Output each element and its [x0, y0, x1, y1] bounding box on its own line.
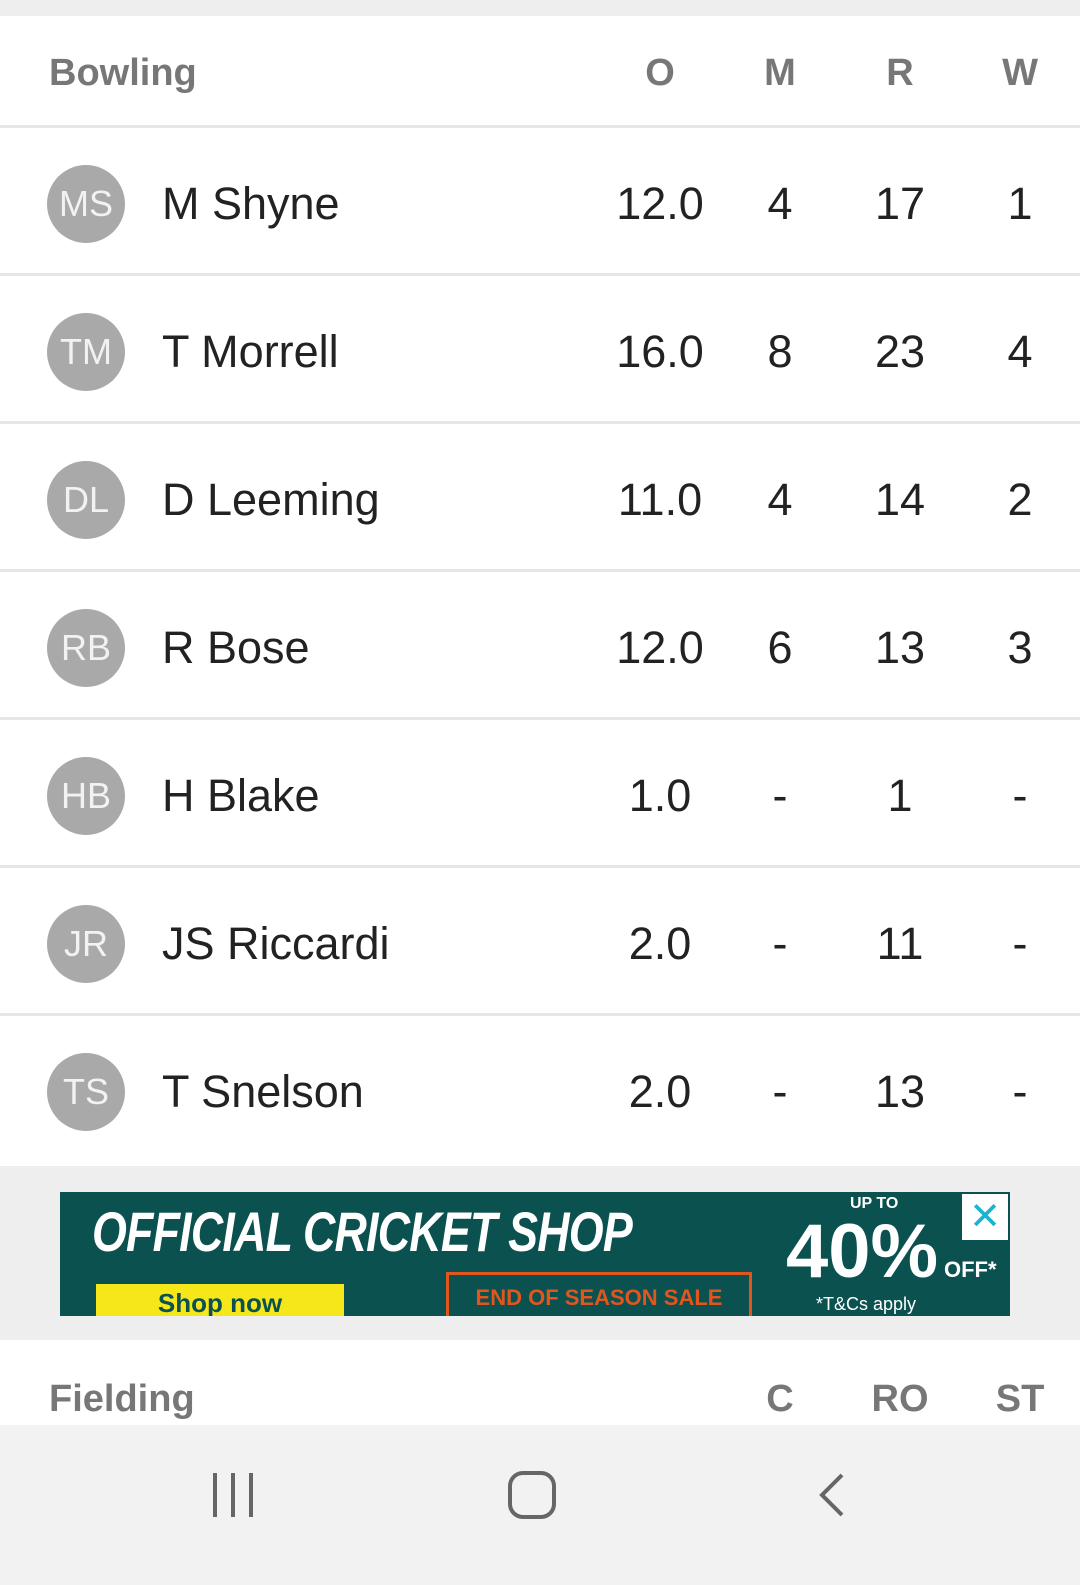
recent-apps-icon[interactable]: [193, 1465, 273, 1525]
bowler-name[interactable]: D Leeming: [162, 474, 380, 525]
avatar: JR: [47, 905, 125, 983]
runs: 11: [876, 918, 924, 969]
ad-up-to: UP TO: [850, 1195, 899, 1212]
maidens: -: [772, 918, 788, 969]
avatar: TS: [47, 1053, 125, 1131]
avatar: HB: [47, 757, 125, 835]
bowler-row[interactable]: RB R Bose 12.0 6 13 3: [0, 572, 1080, 720]
bowler-row[interactable]: MS M Shyne 12.0 4 17 1: [0, 128, 1080, 276]
wickets: 3: [1007, 622, 1033, 673]
runs: 17: [874, 178, 926, 229]
wickets: -: [1012, 1066, 1028, 1117]
bowler-name[interactable]: H Blake: [162, 770, 320, 821]
column-stumpings: ST: [995, 1378, 1045, 1420]
wickets: 4: [1007, 326, 1033, 377]
overs: 2.0: [628, 1066, 692, 1117]
bowler-name[interactable]: T Snelson: [162, 1066, 364, 1117]
bowling-title: Bowling: [49, 52, 197, 94]
runs: 1: [887, 770, 913, 821]
ad-off: OFF*: [944, 1257, 997, 1282]
bowler-row[interactable]: TS T Snelson 2.0 - 13 -: [0, 1016, 1080, 1164]
ad-headline: OFFICIAL CRICKET SHOP: [92, 1200, 633, 1263]
bowler-name[interactable]: R Bose: [162, 622, 310, 673]
bowler-name[interactable]: JS Riccardi: [162, 918, 390, 969]
bowler-row[interactable]: HB H Blake 1.0 - 1 -: [0, 720, 1080, 868]
runs: 13: [874, 1066, 926, 1117]
bowler-row[interactable]: TM T Morrell 16.0 8 23 4: [0, 276, 1080, 424]
fielding-header: Fielding C RO ST: [0, 1340, 1080, 1425]
overs: 2.0: [628, 918, 692, 969]
maidens: 4: [767, 178, 793, 229]
avatar: DL: [47, 461, 125, 539]
wickets: -: [1012, 770, 1028, 821]
home-icon[interactable]: [492, 1465, 572, 1525]
bowler-row[interactable]: DL D Leeming 11.0 4 14 2: [0, 424, 1080, 572]
maidens: 8: [767, 326, 793, 377]
column-catches: C: [766, 1378, 794, 1420]
bowler-name[interactable]: T Morrell: [162, 326, 339, 377]
avatar: TM: [47, 313, 125, 391]
wickets: 2: [1007, 474, 1033, 525]
maidens: 6: [767, 622, 793, 673]
system-nav-bar: [0, 1425, 1080, 1585]
avatar: RB: [47, 609, 125, 687]
overs: 12.0: [616, 622, 704, 673]
column-maidens: M: [764, 52, 796, 94]
wickets: -: [1012, 918, 1028, 969]
bowler-name[interactable]: M Shyne: [162, 178, 340, 229]
column-wickets: W: [1002, 52, 1038, 94]
ad-percent: 40%: [786, 1209, 939, 1294]
ad-area: OFFICIAL CRICKET SHOP Shop now END OF SE…: [0, 1166, 1080, 1340]
overs: 1.0: [628, 770, 692, 821]
ad-banner[interactable]: OFFICIAL CRICKET SHOP Shop now END OF SE…: [60, 1192, 1010, 1316]
column-run-outs: RO: [871, 1378, 929, 1420]
runs: 23: [874, 326, 926, 377]
fielding-title: Fielding: [49, 1378, 195, 1420]
maidens: -: [772, 1066, 788, 1117]
avatar: MS: [47, 165, 125, 243]
runs: 13: [874, 622, 926, 673]
ad-shop-now-button[interactable]: Shop now: [96, 1284, 344, 1316]
ad-terms: *T&Cs apply: [816, 1294, 917, 1314]
ad-sale-label: END OF SEASON SALE: [446, 1272, 752, 1316]
column-runs: R: [886, 52, 914, 94]
back-icon[interactable]: [792, 1465, 872, 1525]
top-strip: [0, 0, 1080, 16]
ad-close-icon[interactable]: ✕: [962, 1194, 1008, 1240]
bowler-row[interactable]: JR JS Riccardi 2.0 - 11 -: [0, 868, 1080, 1016]
overs: 16.0: [616, 326, 704, 377]
overs: 12.0: [616, 178, 704, 229]
bowling-card: Bowling O M R W MS M Shyne 12.0 4 17 1 TM T Mor…: [0, 16, 1080, 1166]
maidens: 4: [767, 474, 793, 525]
bowling-header: Bowling O M R W: [0, 16, 1080, 128]
maidens: -: [772, 770, 788, 821]
column-overs: O: [645, 52, 675, 94]
runs: 14: [874, 474, 926, 525]
overs: 11.0: [617, 474, 703, 525]
wickets: 1: [1007, 178, 1033, 229]
